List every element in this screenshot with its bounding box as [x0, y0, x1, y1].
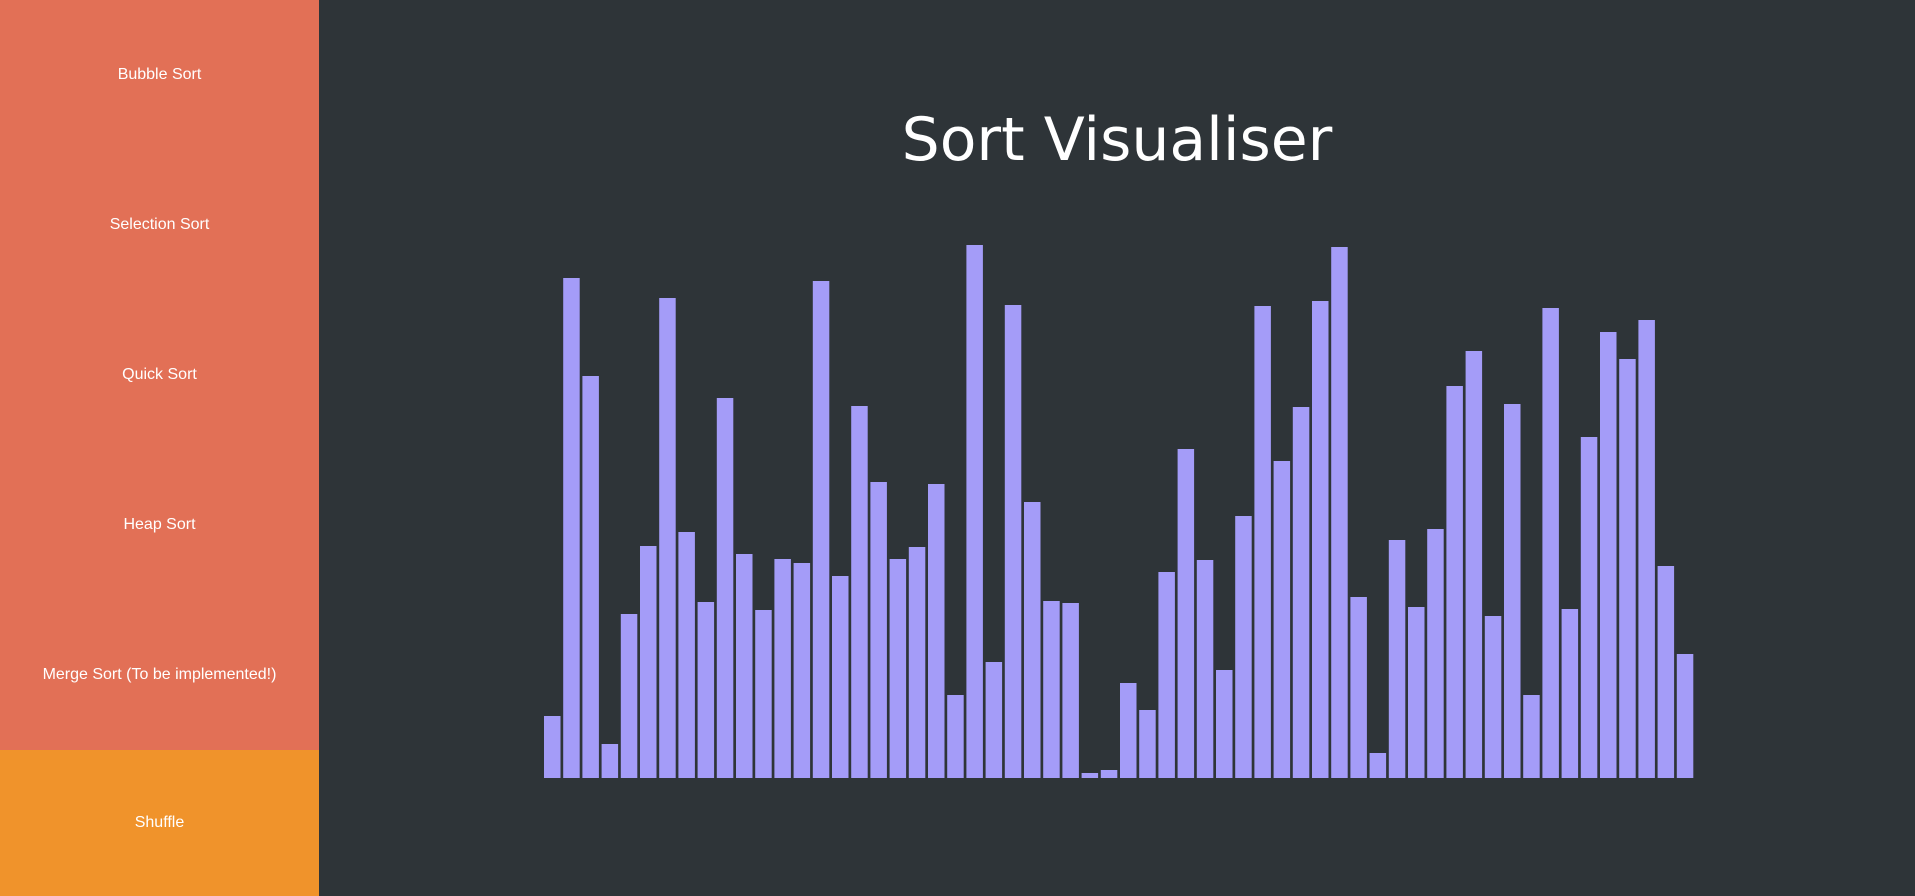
bar [1004, 305, 1022, 778]
bar [1043, 601, 1060, 778]
bar [1254, 306, 1271, 778]
bar [1600, 332, 1617, 778]
heap-sort-button[interactable]: Heap Sort [0, 450, 319, 600]
bar [1561, 609, 1579, 778]
bar [1024, 502, 1041, 778]
bar [1139, 710, 1156, 778]
merge-sort-button[interactable]: Merge Sort (To be implemented!) [0, 600, 319, 750]
bar [697, 602, 715, 778]
bar [1158, 572, 1175, 778]
bar [1427, 529, 1444, 778]
bar [1120, 683, 1137, 778]
bar [1465, 351, 1483, 778]
bar [966, 245, 983, 778]
bar [1446, 386, 1463, 778]
bar [1638, 320, 1655, 778]
selection-sort-button[interactable]: Selection Sort [0, 150, 319, 300]
quick-sort-button[interactable]: Quick Sort [0, 300, 319, 450]
bar [947, 695, 964, 778]
bar [1676, 654, 1694, 778]
bar [1504, 404, 1521, 778]
bar [1062, 603, 1079, 778]
bar [1523, 695, 1540, 778]
bar [1542, 308, 1559, 778]
bar [908, 547, 926, 778]
bar [1369, 753, 1387, 778]
bar [1312, 301, 1329, 778]
bubble-sort-button[interactable]: Bubble Sort [0, 0, 319, 150]
bar [1388, 540, 1406, 778]
main-area: Sort Visualiser [319, 0, 1915, 896]
bar [678, 532, 695, 778]
bar [1350, 597, 1367, 778]
bar [659, 298, 676, 778]
bar [716, 398, 734, 778]
bar [1619, 359, 1636, 778]
bar [928, 484, 945, 778]
bar [1484, 616, 1502, 778]
bar [582, 376, 599, 778]
bar [1657, 566, 1675, 778]
shuffle-button[interactable]: Shuffle [0, 750, 319, 896]
bar [1235, 516, 1252, 778]
sidebar: Bubble Sort Selection Sort Quick Sort He… [0, 0, 319, 896]
bar [1196, 560, 1214, 778]
bar [1331, 247, 1348, 778]
bar [851, 406, 868, 778]
bar [1081, 773, 1099, 778]
bar [1177, 449, 1195, 778]
bar [1408, 607, 1425, 778]
bar [544, 716, 561, 778]
bar [832, 576, 849, 778]
bar [1273, 461, 1291, 778]
bar [1580, 437, 1598, 778]
page-title: Sort Visualiser [901, 105, 1333, 175]
bar [640, 546, 657, 778]
bar-visualisation [544, 245, 1694, 778]
bar [793, 563, 811, 778]
bar [620, 614, 638, 778]
bar [1292, 407, 1310, 778]
bar [870, 482, 887, 778]
bar [601, 744, 619, 778]
bar [1100, 770, 1118, 778]
bar [755, 610, 772, 778]
bar [812, 281, 830, 778]
bar [1216, 670, 1233, 778]
bar [889, 559, 907, 778]
bar [736, 554, 753, 778]
bar [985, 662, 1003, 778]
bar [563, 278, 580, 778]
bar [774, 559, 791, 778]
